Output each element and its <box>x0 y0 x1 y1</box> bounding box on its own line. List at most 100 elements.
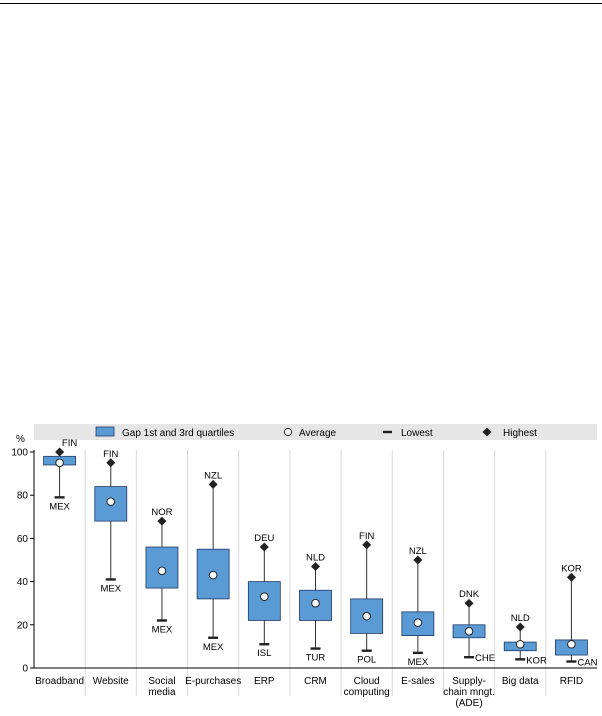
legend-highest-marker <box>482 427 492 437</box>
average-marker <box>55 458 64 468</box>
category-label: Big data <box>502 676 539 687</box>
lowest-marker <box>412 651 423 655</box>
lowest-country-label: KOR <box>526 655 547 666</box>
category-label-line: Broadband <box>35 676 84 687</box>
highest-marker <box>362 540 372 550</box>
y-tick-label: 0 <box>22 664 28 675</box>
legend-gap-swatch <box>95 426 115 437</box>
lowest-marker <box>156 619 167 622</box>
category-label-line: computing <box>344 687 390 698</box>
box-rfid: KOR CAN <box>555 563 598 669</box>
average-marker <box>515 639 525 649</box>
highest-country-label: FIN <box>103 449 118 460</box>
average-marker <box>106 497 116 506</box>
lowest-marker <box>54 496 65 499</box>
category-label-line: Big data <box>502 676 539 687</box>
category-label-line: RFID <box>560 676 583 687</box>
box-big-data: NLD KOR <box>503 613 547 666</box>
category-label-line: E-sales <box>401 676 434 687</box>
highest-marker <box>55 447 65 457</box>
y-tick-label: 40 <box>17 577 29 588</box>
average-marker <box>260 592 269 602</box>
category-label: CRM <box>304 676 327 687</box>
box-e-purchases: NZL MEX <box>196 470 230 653</box>
highest-marker <box>515 622 525 632</box>
legend-lowest-marker <box>383 430 392 434</box>
lowest-country-label: MEX <box>408 657 429 668</box>
highest-country-label: KOR <box>561 563 582 574</box>
highest-country-label: NLD <box>306 552 325 563</box>
highest-marker <box>464 598 474 608</box>
legend-average-label: Average <box>299 428 337 439</box>
category-label-line: ERP <box>254 676 275 687</box>
highest-marker <box>106 458 116 468</box>
box-crm: NLD TUR <box>299 552 332 664</box>
average-marker <box>464 626 474 636</box>
box-cloud-computing: FIN POL <box>350 531 384 666</box>
category-label: Social media <box>148 676 176 698</box>
highest-country-label: DNK <box>459 589 480 600</box>
lowest-country-label: POL <box>357 655 376 666</box>
lowest-country-label: MEX <box>100 583 121 594</box>
category-label-line: CRM <box>304 676 327 687</box>
lowest-country-label: CAN <box>577 658 597 669</box>
lowest-country-label: MEX <box>49 501 70 512</box>
category-label: Broadband <box>35 676 84 687</box>
highest-marker <box>259 542 269 552</box>
y-unit-label: % <box>16 434 25 445</box>
y-tick-label: 20 <box>17 620 29 631</box>
category-label-line: Social <box>148 676 175 687</box>
average-marker <box>157 566 167 576</box>
highest-country-label: FIN <box>62 438 77 449</box>
highest-marker <box>311 561 320 571</box>
lowest-country-label: CHE <box>475 653 495 664</box>
highest-country-label: FIN <box>359 531 374 542</box>
average-marker <box>311 598 320 608</box>
y-tick-label: 60 <box>17 534 29 545</box>
lowest-marker <box>566 660 577 663</box>
box-social-media: NOR MEX <box>145 507 179 635</box>
lowest-marker <box>259 643 270 646</box>
y-tick-label: 100 <box>11 448 28 459</box>
box-website: FIN MEX <box>94 449 128 594</box>
average-marker <box>362 611 371 621</box>
category-label: RFID <box>560 676 583 687</box>
highest-country-label: NZL <box>204 470 222 481</box>
lowest-marker <box>361 649 372 652</box>
category-label-line: Supply- <box>452 676 486 687</box>
highest-marker <box>157 516 167 526</box>
box-e-sales: NZL MEX <box>401 546 435 668</box>
lowest-marker <box>310 647 321 650</box>
y-tick-label: 80 <box>17 491 29 502</box>
highest-marker <box>413 555 423 565</box>
quartile-box <box>94 486 128 522</box>
page-top-rule <box>0 3 602 4</box>
legend-band <box>34 424 597 440</box>
category-label-line: chain mngt. <box>443 687 495 698</box>
lowest-country-label: TUR <box>306 653 326 664</box>
lowest-country-label: MEX <box>203 642 224 653</box>
category-label-line: (ADE) <box>455 698 482 709</box>
highest-country-label: DEU <box>254 533 274 544</box>
category-label-line: E-purchases <box>185 676 241 687</box>
highest-marker <box>208 479 218 489</box>
category-label: E-sales <box>401 676 434 687</box>
highest-country-label: NLD <box>511 613 530 624</box>
lowest-marker <box>105 578 116 581</box>
lowest-marker <box>464 656 475 659</box>
lowest-marker <box>515 658 526 661</box>
highest-country-label: NZL <box>409 546 427 557</box>
average-marker <box>567 639 576 649</box>
category-label: Cloud computing <box>344 676 390 698</box>
category-label-line: media <box>148 687 176 698</box>
category-label-line: Website <box>93 676 129 687</box>
legend-lowest-label: Lowest <box>401 428 433 439</box>
highest-marker <box>566 572 576 582</box>
box-supply-chain-mngt-ade-: DNK CHE <box>452 589 495 664</box>
highest-country-label: NOR <box>151 507 172 518</box>
legend-gap-label: Gap 1st and 3rd quartiles <box>122 428 234 439</box>
category-label: Website <box>93 676 129 687</box>
box-erp: DEU ISL <box>247 533 281 659</box>
average-marker <box>413 618 423 627</box>
